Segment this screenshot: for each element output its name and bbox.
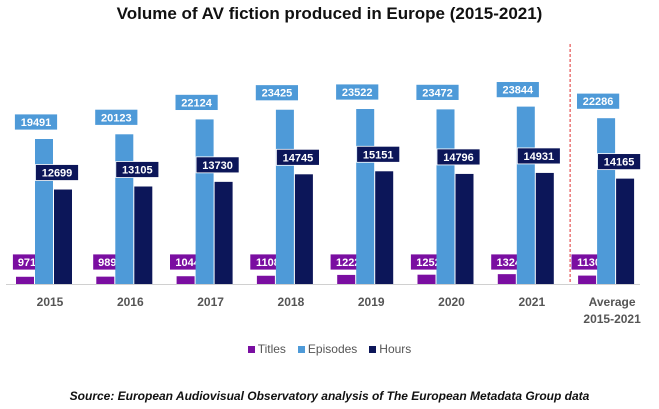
x-tick-label-3: 2018 — [278, 295, 305, 309]
bar-episodes-0 — [35, 139, 53, 284]
data-label-box-episodes-2 — [174, 94, 219, 111]
data-label-titles-4: 1222 — [336, 257, 360, 269]
bar-titles-5 — [417, 274, 436, 284]
data-label-box-episodes-6 — [495, 81, 540, 99]
bar-hours-3 — [294, 174, 313, 284]
data-label-hours-1: 13105 — [122, 165, 153, 177]
data-label-hours-4: 15151 — [363, 149, 394, 161]
data-label-box-episodes-7 — [576, 92, 620, 110]
data-label-box-hours-5 — [436, 148, 481, 166]
data-label-hours-2: 13730 — [202, 160, 233, 172]
bar-hours-2 — [214, 181, 233, 284]
data-label-titles-2: 1044 — [175, 257, 200, 269]
bar-titles-2 — [176, 276, 195, 284]
data-label-hours-6: 14931 — [524, 151, 555, 163]
data-label-titles-7: 1130 — [577, 257, 601, 269]
bar-episodes-2 — [195, 119, 214, 285]
source-note: Source: European Audiovisual Observatory… — [69, 389, 590, 403]
bar-episodes-4 — [356, 109, 375, 284]
x-tick-label-2: 2017 — [197, 295, 224, 309]
data-label-hours-3: 14745 — [283, 152, 314, 164]
legend-item-hours: Hours — [369, 342, 411, 356]
data-label-hours-0: 12699 — [42, 168, 73, 180]
bar-hours-6 — [535, 172, 554, 284]
x-tick-label-1: 2016 — [117, 295, 144, 309]
data-label-box-episodes-3 — [254, 84, 299, 102]
legend-swatch-hours — [369, 345, 377, 353]
bar-titles-0 — [16, 276, 34, 284]
data-label-episodes-2: 22124 — [181, 97, 212, 109]
bar-titles-3 — [256, 275, 275, 284]
data-label-episodes-0: 19491 — [21, 117, 52, 129]
data-label-box-episodes-1 — [94, 108, 139, 126]
data-label-box-hours-6 — [516, 147, 561, 165]
bar-titles-4 — [337, 274, 356, 284]
legend-swatch-titles — [247, 345, 255, 353]
legend: Titles Episodes Hours — [0, 342, 659, 356]
data-label-box-hours-1 — [115, 161, 160, 178]
data-label-box-episodes-5 — [415, 83, 460, 101]
x-tick-label-7: Average — [589, 295, 636, 309]
legend-label-titles: Titles — [257, 342, 286, 356]
bar-hours-4 — [375, 171, 394, 284]
bar-hours-5 — [455, 173, 474, 284]
data-label-titles-3: 1108 — [256, 257, 280, 269]
legend-item-episodes: Episodes — [297, 342, 358, 356]
x-tick-label-5: 2020 — [438, 295, 465, 309]
x-tick-label-6: 2021 — [518, 295, 545, 309]
data-label-box-hours-3 — [275, 148, 320, 166]
data-label-hours-7: 14165 — [604, 157, 635, 169]
data-label-episodes-7: 22286 — [583, 96, 614, 108]
bar-hours-7 — [616, 178, 635, 284]
data-label-box-hours-2 — [195, 156, 240, 174]
data-label-titles-6: 1324 — [497, 257, 522, 269]
data-label-episodes-4: 23522 — [342, 87, 373, 99]
data-label-titles-1: 989 — [98, 257, 116, 269]
bar-hours-0 — [54, 189, 72, 284]
data-label-box-hours-4 — [356, 145, 401, 163]
data-label-episodes-5: 23472 — [422, 87, 453, 99]
x-tick-label-0: 2015 — [37, 295, 64, 309]
bar-episodes-1 — [115, 134, 134, 284]
bar-episodes-6 — [516, 106, 535, 284]
data-label-episodes-1: 20123 — [101, 112, 132, 124]
bar-episodes-3 — [275, 109, 294, 284]
legend-label-hours: Hours — [379, 342, 412, 356]
bar-titles-1 — [96, 276, 115, 284]
chart-title: Volume of AV fiction produced in Europe … — [116, 4, 543, 23]
data-label-titles-5: 1252 — [416, 257, 440, 269]
data-label-titles-0: 971 — [18, 257, 36, 269]
data-label-box-episodes-0 — [14, 113, 58, 131]
legend-label-episodes: Episodes — [307, 342, 358, 356]
bar-episodes-7 — [597, 118, 616, 285]
bar-hours-1 — [134, 186, 153, 284]
legend-swatch-episodes — [297, 345, 305, 353]
x-tick-label-7-line1: 2015-2021 — [583, 312, 641, 326]
data-label-hours-5: 14796 — [443, 152, 474, 164]
data-label-box-hours-7 — [597, 153, 641, 171]
bar-titles-6 — [497, 274, 516, 284]
data-label-episodes-6: 23844 — [503, 85, 534, 97]
bar-episodes-5 — [436, 109, 455, 284]
data-label-box-hours-0 — [35, 164, 79, 181]
data-label-box-episodes-4 — [335, 83, 380, 101]
x-tick-label-4: 2019 — [358, 295, 385, 309]
legend-item-titles: Titles — [247, 342, 286, 356]
bar-titles-7 — [578, 275, 597, 284]
data-label-episodes-3: 23425 — [262, 88, 293, 100]
